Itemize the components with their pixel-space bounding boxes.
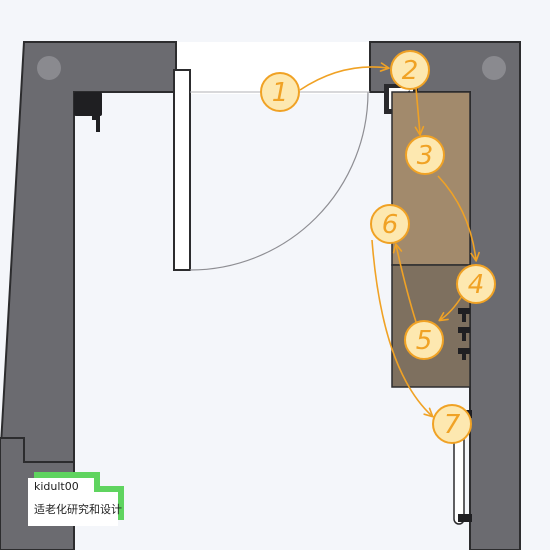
cabinet-upper — [391, 91, 471, 266]
step-marker: 1 — [260, 72, 300, 112]
step-marker: 2 — [390, 50, 430, 90]
watermark-handle: kidult00 — [34, 480, 79, 493]
step-marker: 4 — [456, 264, 496, 304]
wall-corner-dot — [37, 56, 61, 80]
step-label: 4 — [468, 270, 485, 300]
step-label: 5 — [416, 326, 433, 356]
door-leaf — [173, 69, 191, 271]
step-label: 7 — [444, 410, 461, 440]
door-swing-arc — [189, 91, 369, 271]
arrow-2-to-3 — [414, 87, 425, 136]
watermark-subtitle: 适老化研究和设计 — [34, 503, 122, 516]
step-marker: 6 — [370, 204, 410, 244]
arrow-3-to-4 — [437, 175, 480, 262]
watermark-badge — [28, 472, 124, 526]
wall-lamp-icon — [74, 92, 102, 132]
arrow-1-to-2 — [299, 62, 390, 91]
step-marker: 5 — [404, 320, 444, 360]
route-arrows — [299, 62, 480, 418]
arrow-4-to-5 — [438, 295, 463, 322]
step-marker: 3 — [405, 135, 445, 175]
arrow-5-to-6 — [392, 243, 417, 323]
arrow-6-to-7 — [371, 239, 434, 418]
step-label: 6 — [382, 210, 399, 240]
wall-corner-dot — [482, 56, 506, 80]
step-marker: 7 — [432, 404, 472, 444]
step-label: 1 — [272, 78, 289, 108]
faucet-icon — [458, 308, 470, 360]
step-label: 3 — [417, 141, 434, 171]
step-label: 2 — [402, 56, 419, 86]
